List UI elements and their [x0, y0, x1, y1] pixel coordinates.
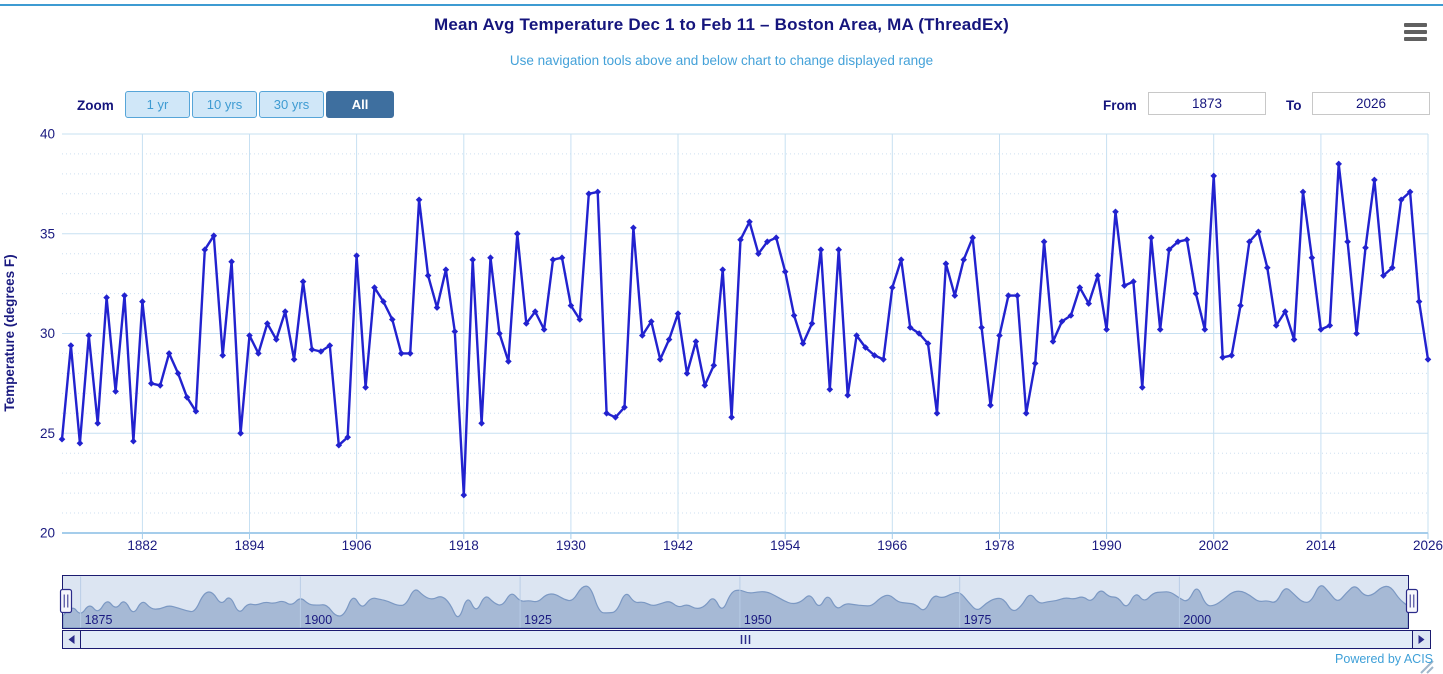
navigator-year-label: 1925: [524, 613, 552, 627]
chart-subtitle: Use navigation tools above and below cha…: [509, 53, 934, 68]
x-tick-label: 1882: [127, 538, 157, 553]
zoom-label: Zoom: [77, 98, 114, 113]
y-tick-label: 20: [40, 526, 55, 541]
hamburger-bar: [1404, 37, 1427, 41]
left-arrow-icon: [68, 635, 75, 644]
scrollbar-thumb[interactable]: [80, 630, 1413, 649]
to-label: To: [1286, 98, 1302, 113]
navigator-year-label: 1975: [964, 613, 992, 627]
zoom-button-10-yrs[interactable]: 10 yrs: [192, 91, 257, 118]
zoom-button-all[interactable]: All: [326, 91, 394, 118]
plot-area[interactable]: [62, 134, 1428, 533]
from-label: From: [1103, 98, 1137, 113]
context-menu-icon[interactable]: [1404, 23, 1427, 41]
x-tick-label: 1906: [342, 538, 372, 553]
x-tick-label: 1954: [770, 538, 801, 553]
navigator-year-label: 1950: [744, 613, 772, 627]
y-axis-title: Temperature (degrees F): [2, 254, 17, 411]
x-tick-label: 1918: [449, 538, 479, 553]
x-tick-label: 2014: [1306, 538, 1337, 553]
temperature-series-markers: [58, 160, 1432, 499]
right-arrow-icon: [1418, 635, 1425, 644]
navigator-year-label: 1875: [85, 613, 113, 627]
zoom-button-1-yr[interactable]: 1 yr: [125, 91, 190, 118]
navigator-area[interactable]: [62, 585, 1409, 629]
navigator-handle-left[interactable]: [59, 588, 73, 614]
scrollbar-left-button[interactable]: [62, 630, 81, 649]
hamburger-bar: [1404, 23, 1427, 27]
x-tick-label: 1966: [877, 538, 907, 553]
scrollbar-grip-icon[interactable]: [740, 635, 751, 644]
navigator-gridlines: 1875 1900 1925 1950 1975 2000: [80, 576, 1211, 628]
navigator-year-label: 1900: [304, 613, 332, 627]
axis-labels: 20 25 30 35 40 1882 1894 1906 1918 1930 1942 1954 19…: [40, 127, 1443, 554]
x-tick-label: 1942: [663, 538, 693, 553]
zoom-button-group: 1 yr 10 yrs 30 yrs All: [125, 91, 394, 118]
y-tick-label: 40: [40, 127, 55, 142]
y-tick-label: 35: [40, 226, 55, 241]
x-tick-label: 1990: [1092, 538, 1122, 553]
resize-grip-icon[interactable]: [1420, 660, 1434, 674]
hamburger-bar: [1404, 30, 1427, 34]
x-tick-label: 2002: [1199, 538, 1229, 553]
navigator-year-label: 2000: [1183, 613, 1211, 627]
chart-title: Mean Avg Temperature Dec 1 to Feb 11 – B…: [433, 15, 1010, 34]
x-tick-label: 1930: [556, 538, 586, 553]
from-year-input[interactable]: [1148, 92, 1266, 115]
x-tick-label: 1978: [984, 538, 1014, 553]
navigator-handle-right[interactable]: [1405, 588, 1419, 614]
x-tick-label: 2026: [1413, 538, 1443, 553]
x-tick-label: 1894: [234, 538, 265, 553]
top-border-rule: [0, 4, 1443, 6]
y-tick-label: 30: [40, 326, 55, 341]
scrollbar-right-button[interactable]: [1412, 630, 1431, 649]
powered-by-acis-link[interactable]: Powered by ACIS: [1335, 652, 1433, 666]
zoom-button-30-yrs[interactable]: 30 yrs: [259, 91, 324, 118]
to-year-input[interactable]: [1312, 92, 1430, 115]
y-tick-label: 25: [40, 426, 55, 441]
temperature-series-line: [60, 162, 1430, 497]
